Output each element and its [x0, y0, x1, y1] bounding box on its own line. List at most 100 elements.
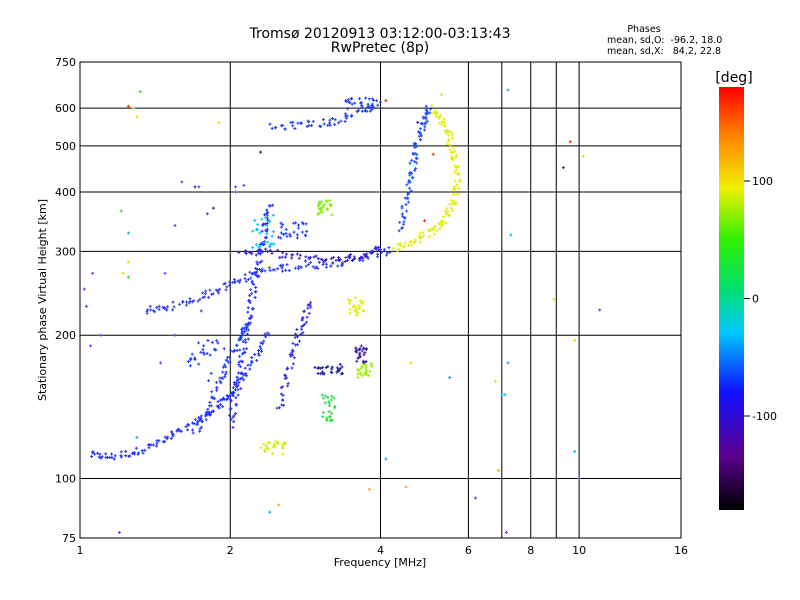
data-point	[285, 234, 289, 238]
data-point	[409, 240, 413, 244]
data-point	[448, 143, 452, 147]
data-point	[423, 125, 427, 129]
data-point	[294, 332, 298, 336]
data-point	[354, 349, 358, 353]
data-point	[302, 309, 306, 313]
data-point	[311, 119, 315, 123]
data-point	[361, 309, 365, 313]
data-point	[456, 192, 460, 196]
y-tick-labels: 75 100 200 300 400 500 600 750	[55, 56, 76, 545]
data-point	[372, 98, 376, 102]
data-point	[266, 331, 270, 335]
data-point	[191, 431, 195, 435]
data-point	[240, 376, 244, 380]
data-point	[440, 93, 443, 97]
data-point	[445, 128, 449, 132]
data-point	[271, 445, 275, 449]
data-point	[265, 213, 269, 217]
data-point	[180, 180, 184, 184]
data-point	[300, 230, 304, 234]
data-point	[396, 249, 400, 253]
data-point	[188, 364, 192, 368]
data-point	[296, 121, 300, 125]
data-point	[397, 247, 401, 251]
data-point	[193, 185, 197, 189]
data-point	[113, 454, 117, 458]
data-point	[165, 308, 169, 312]
data-point	[132, 451, 136, 455]
data-point	[104, 452, 108, 456]
data-point	[415, 153, 419, 157]
chart-title: Tromsø 20120913 03:12:00-03:13:43	[249, 26, 511, 42]
data-point	[268, 122, 272, 126]
data-point	[219, 381, 223, 385]
data-point	[297, 339, 301, 343]
data-point	[323, 401, 327, 405]
data-point	[374, 247, 378, 251]
data-point	[271, 203, 275, 207]
data-point	[322, 122, 326, 126]
data-point	[500, 393, 504, 397]
data-point	[325, 200, 329, 204]
data-point	[199, 414, 203, 418]
data-point	[82, 287, 86, 291]
data-point	[427, 235, 431, 239]
data-point	[455, 183, 459, 187]
data-point	[339, 119, 343, 123]
data-point	[303, 259, 307, 263]
data-point	[509, 233, 513, 237]
data-point	[356, 375, 360, 379]
data-point	[185, 300, 189, 304]
data-point	[327, 400, 331, 404]
colorbar-tick-label: -100	[752, 410, 777, 423]
colorbar-tick-label: 100	[752, 175, 773, 188]
data-point	[299, 327, 303, 331]
data-point	[363, 351, 367, 355]
data-point	[350, 113, 354, 117]
stats-heading: Phases	[627, 24, 660, 35]
data-point	[223, 372, 227, 376]
data-point	[264, 229, 268, 233]
data-point	[385, 251, 389, 255]
data-point	[413, 168, 417, 172]
data-point	[190, 352, 194, 356]
data-point	[261, 342, 265, 346]
data-point	[239, 377, 243, 381]
data-point	[163, 271, 167, 275]
data-point	[166, 435, 170, 439]
data-point	[263, 332, 267, 336]
data-point	[400, 212, 404, 216]
data-point	[282, 232, 286, 236]
data-point	[260, 259, 264, 263]
data-point	[354, 346, 358, 350]
data-point	[598, 308, 602, 312]
data-point	[281, 269, 285, 273]
data-point	[330, 418, 334, 422]
data-point	[295, 233, 299, 237]
data-point	[290, 351, 294, 355]
data-point	[246, 277, 250, 281]
data-point	[365, 109, 369, 113]
data-point	[305, 125, 309, 129]
data-point	[191, 300, 195, 304]
data-point	[297, 256, 301, 260]
data-point	[336, 264, 340, 268]
data-point	[284, 255, 288, 259]
data-point	[362, 360, 366, 364]
data-point	[203, 292, 207, 296]
y-tick-label: 200	[55, 329, 76, 342]
data-point	[124, 454, 128, 458]
data-point	[418, 127, 422, 131]
data-point	[242, 351, 246, 355]
data-point	[360, 255, 364, 259]
data-point	[450, 198, 454, 202]
data-point	[119, 455, 123, 459]
data-point	[360, 302, 364, 306]
data-point	[242, 183, 246, 187]
data-point	[256, 222, 260, 226]
data-point	[234, 402, 238, 406]
data-point	[219, 398, 223, 402]
data-point	[403, 241, 407, 245]
data-point	[163, 307, 167, 311]
data-point	[356, 356, 360, 360]
